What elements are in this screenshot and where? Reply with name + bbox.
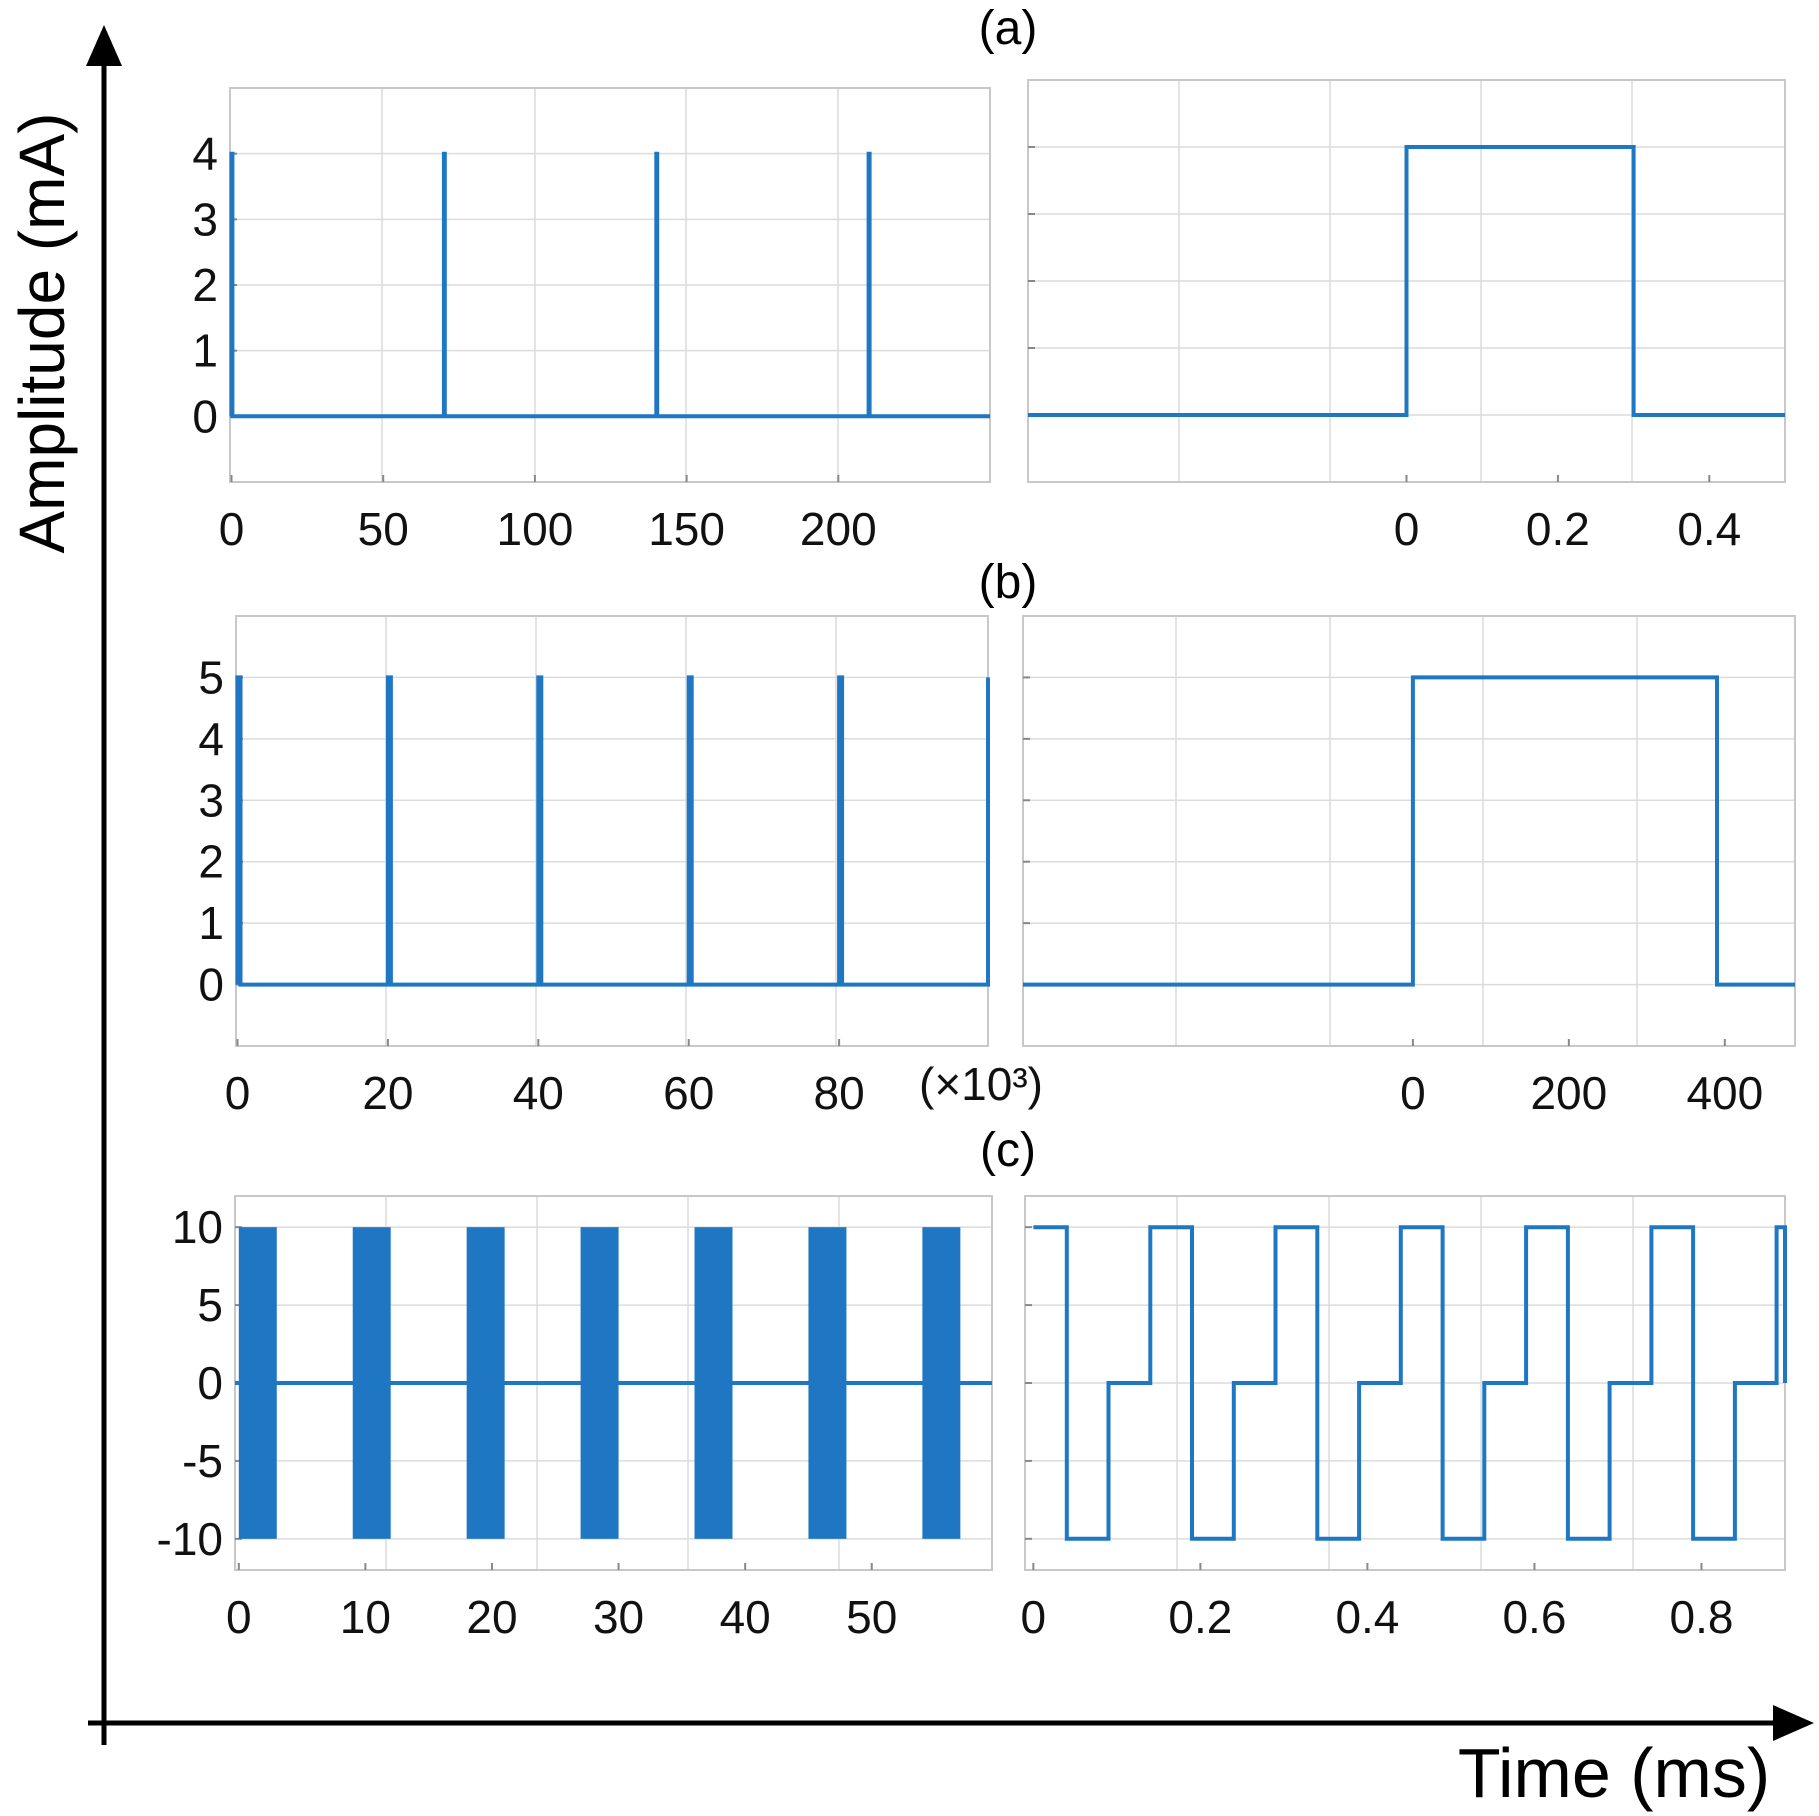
panel-b-left-y-tick-label: 0 <box>198 959 224 1011</box>
panel-c-left-y-tick-label: 10 <box>172 1201 223 1253</box>
panel-c-right-x-tick-label: 0.8 <box>1670 1591 1734 1643</box>
panel-c-right-x-tick-label: 0.2 <box>1168 1591 1232 1643</box>
panel-title-a: (a) <box>979 2 1038 55</box>
panel-c-left-y-tick-label: 0 <box>197 1357 223 1409</box>
panel-b-right-frame <box>1022 615 1796 1047</box>
panel-a-left-plot: 0 50 100 150 200 0 1 2 3 4 <box>192 87 991 555</box>
panel-c-left-burst-bar <box>352 1227 391 1539</box>
panel-a-left-x-tick-label: 200 <box>800 503 877 555</box>
panel-c-left-burst-bar <box>466 1227 505 1539</box>
panel-b-left-y-tick-label: 2 <box>198 836 224 888</box>
panel-a-left-y-tick-label: 3 <box>192 193 218 245</box>
panel-b-right-x-tick-label: 0 <box>1400 1067 1426 1119</box>
panel-c-right-x-tick-label: 0 <box>1021 1591 1047 1643</box>
panel-c-left-y-tick-label: -5 <box>182 1435 223 1487</box>
panel-b-left-plot: 0 20 40 60 80 0 1 2 3 4 5 <box>198 615 990 1119</box>
panel-a-left-x-tick-label: 150 <box>648 503 725 555</box>
panel-b-right-series-line <box>1023 675 1795 987</box>
panel-c-left-x-tick-label: 40 <box>720 1591 771 1643</box>
panel-c-right-plot: 0 0.2 0.4 0.6 0.8 <box>1021 1195 1787 1643</box>
panel-b-right-x-tick-label: 400 <box>1686 1067 1763 1119</box>
panel-c-left-burst-bar <box>580 1227 619 1539</box>
panel-c-left-x-tick-label: 10 <box>340 1591 391 1643</box>
panel-title-c: (c) <box>980 1124 1036 1177</box>
panel-b-right-background <box>1023 616 1795 1046</box>
figure-y-axis-arrow <box>86 25 122 66</box>
panel-b-left-y-tick-label: 5 <box>198 651 224 703</box>
panel-b-right-x-tick-label: 200 <box>1530 1067 1607 1119</box>
panel-a-right-x-tick-label: 0.4 <box>1677 503 1741 555</box>
panel-b-left-background <box>236 616 988 1046</box>
panel-c-left-y-tick-label: -10 <box>157 1513 223 1565</box>
panel-a-left-y-tick-label: 0 <box>192 390 218 442</box>
panel-a-left-series-line <box>229 151 990 419</box>
panel-c-left-burst-bar <box>808 1227 847 1539</box>
panel-b-left-x-tick-label: 60 <box>663 1067 714 1119</box>
panel-c-left-burst-bar <box>922 1227 961 1539</box>
panel-b-left-y-tick-label: 3 <box>198 774 224 826</box>
panel-c-left-plot: 0 10 20 30 40 50 -10 -5 0 5 10 <box>157 1195 993 1643</box>
panel-c-right-x-tick-label: 0.6 <box>1502 1591 1566 1643</box>
panel-a-left-x-tick-label: 100 <box>497 503 574 555</box>
panel-a-right-x-tick-label: 0.2 <box>1526 503 1590 555</box>
panel-c-left-x-tick-label: 30 <box>593 1591 644 1643</box>
y-axis-label: Amplitude (mA) <box>6 113 78 554</box>
panel-b-x-multiplier: (×10³) <box>919 1058 1043 1110</box>
panel-b-left-x-tick-label: 40 <box>513 1067 564 1119</box>
panel-c-left-burst-bar <box>238 1227 277 1539</box>
panel-c-right-series-line <box>1033 1225 1787 1541</box>
panel-c-left-burst-bar <box>694 1227 733 1539</box>
panel-b-left-x-tick-label: 80 <box>814 1067 865 1119</box>
panel-c-left-x-tick-label: 50 <box>846 1591 897 1643</box>
panel-a-left-y-tick-label: 2 <box>192 259 218 311</box>
panel-c-left-x-tick-label: 20 <box>466 1591 517 1643</box>
x-axis-label: Time (ms) <box>1458 1734 1770 1812</box>
panel-a-left-y-tick-label: 4 <box>192 128 218 180</box>
panel-b-left-y-tick-label: 1 <box>198 897 224 949</box>
panel-b-left-x-tick-label: 20 <box>362 1067 413 1119</box>
panel-a-left-y-tick-label: 1 <box>192 325 218 377</box>
panel-a-left-x-tick-label: 50 <box>358 503 409 555</box>
panel-c-left-x-tick-label: 0 <box>226 1591 252 1643</box>
panel-a-left-x-tick-label: 0 <box>219 503 245 555</box>
panel-b-right-plot: 0 200 400 <box>1022 615 1796 1119</box>
figure-x-axis-arrow <box>1773 1705 1814 1741</box>
panel-a-right-plot: 0 0.2 0.4 <box>1027 79 1786 555</box>
panel-c-left-y-tick-label: 5 <box>197 1279 223 1331</box>
panel-c-right-x-tick-label: 0.4 <box>1335 1591 1399 1643</box>
panel-b-left-x-tick-label: 0 <box>225 1067 251 1119</box>
panel-b-left-series-line <box>235 675 990 987</box>
panel-a-right-x-tick-label: 0 <box>1394 503 1420 555</box>
panel-a-right-series-line <box>1028 145 1785 417</box>
panel-title-b: (b) <box>979 556 1038 609</box>
panel-b-left-y-tick-label: 4 <box>198 713 224 765</box>
